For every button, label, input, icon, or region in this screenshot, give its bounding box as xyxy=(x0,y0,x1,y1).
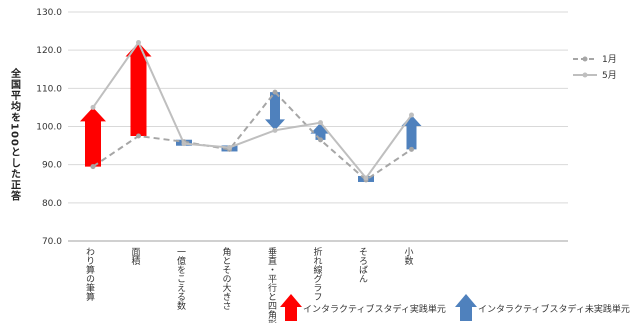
series-point xyxy=(90,104,96,110)
series-point xyxy=(272,127,278,133)
y-tick-label: 70.0 xyxy=(42,237,62,247)
change-arrow xyxy=(401,115,422,150)
category-label: 面積 xyxy=(130,247,141,266)
y-tick-label: 100.0 xyxy=(36,123,62,133)
legend-arrow-icon xyxy=(280,294,302,321)
series-point xyxy=(363,175,369,181)
y-tick-label: 110.0 xyxy=(36,84,62,94)
category-label: 一億をこえる数 xyxy=(175,247,186,311)
legend-marker xyxy=(582,72,588,78)
arrows-layer xyxy=(80,42,422,182)
category-label: 小数 xyxy=(403,247,414,266)
change-arrow xyxy=(310,122,331,140)
category-label: 角とその大きさ xyxy=(221,246,232,310)
series-layer xyxy=(90,40,414,183)
y-axis-ticks: 70.0 80.0 90.0 100.0 110.0 120.0 130.0 xyxy=(36,8,62,247)
legend-label: 1月 xyxy=(602,54,617,65)
series-point xyxy=(409,112,414,118)
legend-marker xyxy=(582,56,588,62)
series-point xyxy=(181,141,187,147)
arrow-legend-label: インタラクティブスタディ未実践単元 xyxy=(478,303,630,315)
series-point xyxy=(227,144,232,150)
arrow-legend-label: インタラクティブスタディ実践単元 xyxy=(303,303,446,315)
category-label: そろばん xyxy=(357,247,368,283)
category-labels: わり算の筆算 面積 一億をこえる数 角とその大きさ 垂直・平行と四角形 折れ線グラフ そろば… xyxy=(84,246,413,323)
series-point xyxy=(136,40,141,46)
category-label: わり算の筆算 xyxy=(84,247,95,302)
series-point xyxy=(409,146,414,152)
change-arrow xyxy=(80,107,106,167)
category-label: 垂直・平行と四角形 xyxy=(266,246,277,323)
y-tick-label: 130.0 xyxy=(36,8,62,18)
change-arrow xyxy=(265,92,285,131)
series-point xyxy=(318,137,323,143)
change-arrow xyxy=(125,42,152,137)
legend-label: 5月 xyxy=(602,70,617,81)
series-point xyxy=(136,133,141,139)
y-tick-label: 120.0 xyxy=(36,46,62,56)
series-point xyxy=(318,120,323,126)
y-tick-label: 90.0 xyxy=(42,161,62,171)
y-axis-label: 全国平均を100とした正答 xyxy=(9,67,22,202)
series-point xyxy=(272,89,278,95)
series-point xyxy=(90,164,96,170)
legend-arrow-icon xyxy=(455,294,477,321)
category-label: 折れ線グラフ xyxy=(312,246,323,301)
y-tick-label: 80.0 xyxy=(42,199,62,209)
series-line-1 xyxy=(92,90,413,182)
arrow-legend: インタラクティブスタディ実践単元 インタラクティブスタディ未実践単元 xyxy=(280,294,630,321)
series-line-2 xyxy=(92,40,413,180)
